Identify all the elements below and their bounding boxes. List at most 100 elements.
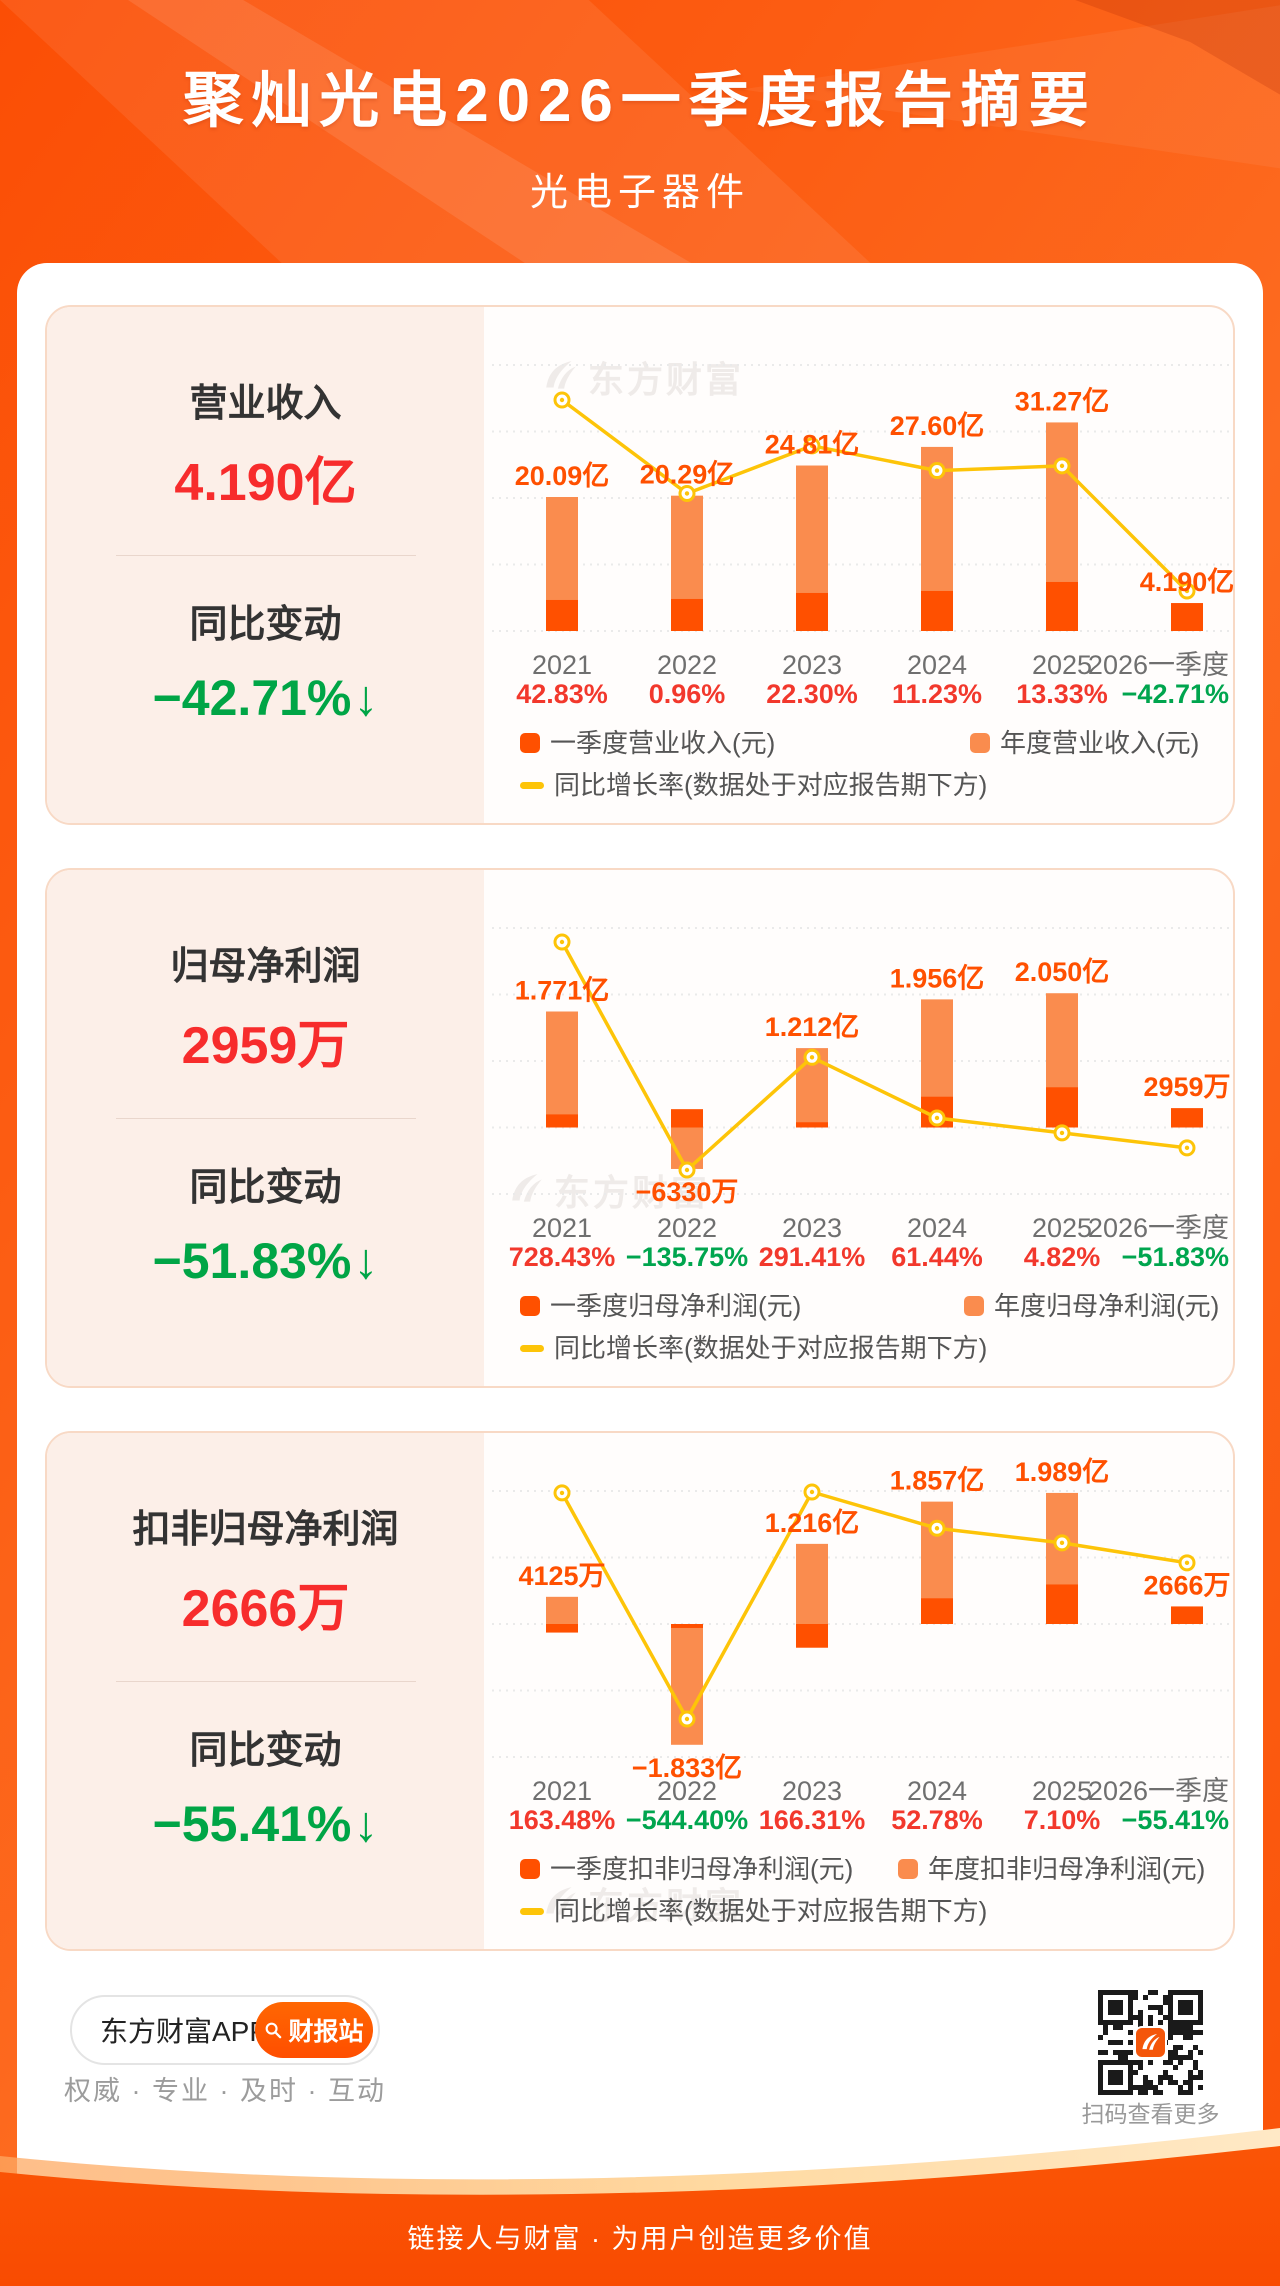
bar-value-label: 20.29亿 <box>640 460 735 490</box>
content-panel: 营业收入 4.190亿 同比变动 −42.71%↓ 东方财富 20.09亿 20.… <box>17 263 1263 2286</box>
header: 聚灿光电2026一季度报告摘要 光电子器件 <box>0 0 1280 216</box>
growth-marker-dot <box>1059 1540 1065 1546</box>
annual-swatch <box>964 1296 984 1316</box>
change-percent: −55.41% <box>152 1796 352 1852</box>
growth-percent-label: 61.44% <box>891 1242 983 1272</box>
change-percent: −51.83% <box>152 1233 352 1289</box>
growth-percent-label: −55.41% <box>1122 1805 1229 1835</box>
watermark: 东方财富 <box>542 351 744 403</box>
q1-bar <box>921 1598 953 1624</box>
report-station-button[interactable]: 财报站 <box>255 2002 373 2058</box>
watermark: 东方财富 <box>542 1877 744 1929</box>
q1-bar <box>1171 1606 1203 1624</box>
change-value: −51.83%↓ <box>47 1229 484 1293</box>
growth-percent-label: 11.23% <box>892 679 982 709</box>
growth-percent-label: 13.33% <box>1016 679 1108 709</box>
bar-value-label: −6330万 <box>636 1177 739 1207</box>
growth-marker-dot <box>559 1490 565 1496</box>
down-arrow-icon: ↓ <box>353 670 379 726</box>
bar-value-label: 2.050亿 <box>1015 957 1110 987</box>
bar-value-label: 1.956亿 <box>890 963 985 993</box>
chart-legend: 一季度归母净利润(元) 年度归母净利润(元) 同比增长率(数据处于对应报告期下方… <box>484 1288 1237 1372</box>
q1-bar <box>796 592 828 631</box>
year-label: 2025 <box>1032 1213 1092 1243</box>
year-label: 2025 <box>1032 650 1092 680</box>
search-icon <box>266 2022 282 2038</box>
year-label: 2023 <box>782 1776 842 1806</box>
page-title: 聚灿光电2026一季度报告摘要 <box>183 67 1097 134</box>
slogan: 权威 · 专业 · 及时 · 互动 <box>64 2076 386 2106</box>
non-gaap-summary: 扣非归母净利润 2666万 同比变动 −55.41%↓ <box>47 1433 484 1949</box>
growth-line <box>560 941 1188 1172</box>
bar-value-label: 1.989亿 <box>1015 1457 1110 1487</box>
app-pill: 东方财富APP 财报站 <box>70 1995 380 2065</box>
page-subtitle: 光电子器件 <box>529 172 750 214</box>
q1-bar <box>546 1114 578 1128</box>
watermark-text: 东方财富 <box>588 359 745 400</box>
year-label: 2026一季度 <box>1088 1213 1229 1243</box>
year-label: 2021 <box>532 650 592 680</box>
line-swatch <box>520 1344 544 1352</box>
revenue-card: 营业收入 4.190亿 同比变动 −42.71%↓ 东方财富 20.09亿 20.… <box>45 305 1235 825</box>
metric-title: 扣非归母净利润 <box>132 1509 399 1551</box>
growth-marker-dot <box>934 1526 940 1531</box>
bar-value-label: 4.190亿 <box>1140 567 1235 597</box>
bar-value-label: 1.857亿 <box>890 1466 985 1496</box>
year-label: 2022 <box>657 1776 717 1806</box>
growth-marker-dot <box>809 1489 815 1495</box>
q1-bar <box>671 1624 703 1628</box>
growth-marker-dot <box>559 397 565 403</box>
q1-bar <box>1046 1087 1078 1128</box>
year-label: 2022 <box>657 1213 717 1243</box>
metric-title: 归母净利润 <box>170 946 361 988</box>
down-arrow-icon: ↓ <box>353 1233 379 1289</box>
legend-q1: 一季度营业收入(元) <box>520 725 775 761</box>
app-name: 东方财富APP <box>100 2016 269 2047</box>
bar-value-label: 1.216亿 <box>765 1508 860 1538</box>
q1-bar <box>1046 1584 1078 1624</box>
growth-line <box>560 398 1189 593</box>
growth-marker-dot <box>809 443 815 449</box>
non-gaap-bar-line-chart: 4125万 −1.833亿 1.216亿 1.857亿 1.989亿 2666万 2021 2… <box>492 1457 1231 1835</box>
eastmoney-swoosh-icon <box>546 361 576 389</box>
revenue-chart-area: 东方财富 20.09亿 20.29亿 24.81亿 27.60亿 31.27亿 4.190… <box>484 307 1235 823</box>
metric-value: 2666万 <box>181 1580 350 1638</box>
growth-marker-dot <box>1059 1130 1065 1136</box>
q1-bar <box>796 1624 828 1648</box>
legend-annual: 年度扣非归母净利润(元) <box>898 1851 1205 1887</box>
chart-legend: 一季度扣非归母净利润(元) 年度扣非归母净利润(元) 同比增长率(数据处于对应报… <box>484 1851 1237 1935</box>
legend-annual: 年度营业收入(元) <box>970 725 1199 761</box>
year-label: 2024 <box>907 1776 967 1806</box>
q1-bar <box>921 590 953 631</box>
change-title: 同比变动 <box>189 604 342 646</box>
growth-percent-label: −544.40% <box>626 1805 748 1835</box>
change-percent: −42.71% <box>152 670 352 726</box>
growth-marker-dot <box>1184 1560 1190 1566</box>
bottom-tagline: 链接人与财富 · 为用户创造更多价值 <box>407 2224 873 2254</box>
growth-percent-label: −135.75% <box>626 1242 748 1272</box>
bottom-wave <box>0 2128 1280 2286</box>
growth-percent-label: 291.41% <box>759 1242 866 1272</box>
divider <box>115 1681 416 1682</box>
growth-marker-dot <box>684 1167 690 1173</box>
q1-swatch <box>520 733 540 753</box>
change-title: 同比变动 <box>189 1167 342 1209</box>
q1-bar <box>546 599 578 631</box>
chart-legend: 一季度营业收入(元) 年度营业收入(元) 同比增长率(数据处于对应报告期下方) <box>484 725 1237 809</box>
year-label: 2021 <box>532 1776 592 1806</box>
growth-marker-dot <box>934 1115 940 1121</box>
qr-code <box>1098 1990 1203 2095</box>
q1-bar <box>671 598 703 631</box>
q1-swatch <box>520 1859 540 1879</box>
year-label: 2026一季度 <box>1088 1776 1229 1806</box>
growth-percent-label: 42.83% <box>516 679 608 709</box>
net-profit-summary: 归母净利润 2959万 同比变动 −51.83%↓ <box>47 870 484 1386</box>
q1-bar <box>1046 581 1078 631</box>
bar-value-label: 24.81亿 <box>765 430 860 460</box>
revenue-summary: 营业收入 4.190亿 同比变动 −42.71%↓ <box>47 307 484 823</box>
annual-swatch <box>970 733 990 753</box>
watermark-text: 东方财富 <box>588 1885 745 1926</box>
year-label: 2025 <box>1032 1776 1092 1806</box>
eastmoney-swoosh-icon <box>1141 2033 1160 2050</box>
